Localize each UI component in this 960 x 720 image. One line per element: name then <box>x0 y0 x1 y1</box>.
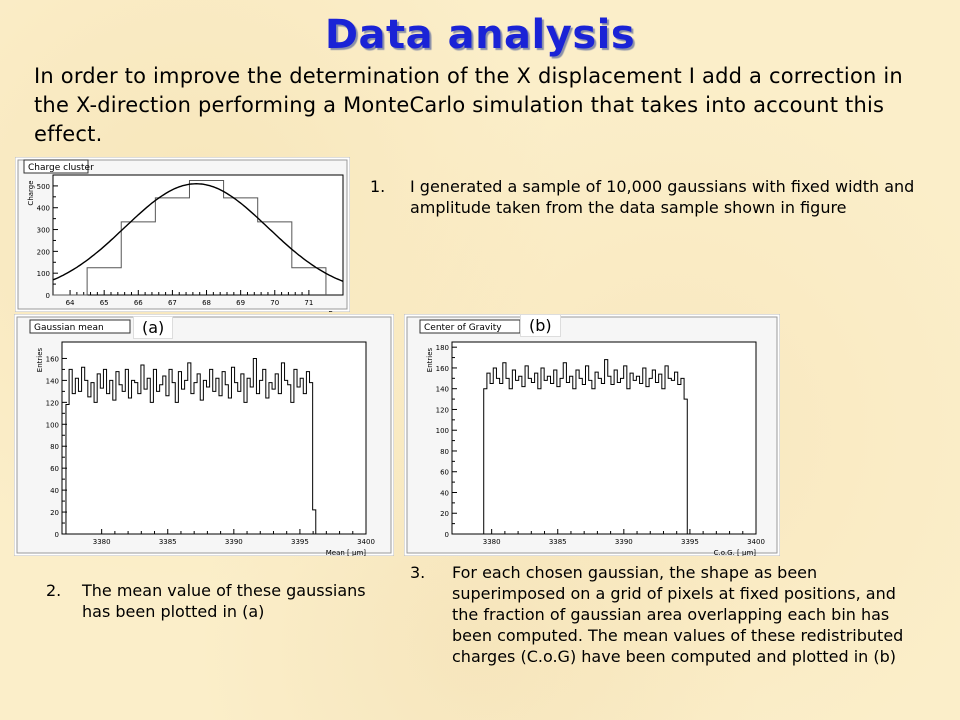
y-tick-label: 400 <box>37 205 50 213</box>
x-tick-label: 3400 <box>747 538 765 546</box>
y-axis-label: Entries <box>426 347 434 372</box>
note-2-number: 2. <box>46 581 62 600</box>
gaussian-mean-chart: Gaussian mean 0 20 40 60 80 100 120 140 160 3380 33… <box>14 314 394 556</box>
panel-title: Gaussian mean <box>34 323 104 333</box>
y-tick-label: 60 <box>440 469 449 477</box>
y-tick-label: 160 <box>46 355 59 363</box>
y-tick-label: 140 <box>436 386 449 394</box>
y-tick-label: 100 <box>46 421 59 429</box>
y-tick-label: 100 <box>37 270 50 278</box>
y-tick-label: 200 <box>37 248 50 256</box>
panel-title-box: Charge cluster <box>23 159 94 174</box>
note-3: 3. For each chosen gaussian, the shape a… <box>410 562 930 712</box>
histogram-steps <box>53 179 327 296</box>
y-tick-label: 180 <box>436 344 449 352</box>
x-axis-label: C.o.G. [ μm] <box>714 549 757 556</box>
note-1: 1. I generated a sample of 10,000 gaussi… <box>370 176 940 246</box>
intro-paragraph: In order to improve the determination of… <box>34 64 903 146</box>
note-1-number: 1. <box>370 177 386 196</box>
x-tick-label: 64 <box>66 299 75 307</box>
gaussian-fit-curve <box>52 182 344 282</box>
x-tick-label: 3395 <box>291 538 309 546</box>
y-tick-label: 300 <box>37 227 50 235</box>
x-tick-label: 3385 <box>159 538 177 546</box>
y-tick-label: 80 <box>440 448 449 456</box>
y-tick-label: 80 <box>50 443 59 451</box>
panel-title: Center of Gravity <box>424 323 502 333</box>
y-tick-label: 40 <box>440 489 449 497</box>
y-tick-label: 140 <box>46 377 59 385</box>
panel-title: Charge cluster <box>28 163 94 173</box>
y-tick-label: 20 <box>440 510 449 518</box>
x-axis-label: Mean [ μm] <box>326 549 367 556</box>
panel-title-border <box>29 319 131 334</box>
histogram-steps <box>483 359 688 534</box>
slide-title: Data analysis <box>324 12 636 58</box>
y-tick-label: 40 <box>50 487 59 495</box>
plot-area <box>52 174 344 296</box>
x-tick-label: 70 <box>270 299 279 307</box>
note-3-number: 3. <box>410 563 426 582</box>
note-3-text: For each chosen gaussian, the shape as b… <box>452 563 904 666</box>
plot-area <box>451 341 757 535</box>
x-tick-label: 3395 <box>681 538 699 546</box>
y-tick-label: 500 <box>37 183 50 191</box>
y-tick-label: 0 <box>46 292 50 300</box>
note-2-text: The mean value of these gaussians has be… <box>82 581 366 621</box>
y-tick-label: 120 <box>436 406 449 414</box>
figure-tag-a: (a) <box>133 316 174 339</box>
y-axis-label: Charge <box>27 180 35 205</box>
y-tick-label: 160 <box>436 365 449 373</box>
y-tick-label: 0 <box>445 531 449 539</box>
center-of-gravity-chart: Center of Gravity 0 20 40 60 80 100 120 140 160 18… <box>404 314 780 556</box>
x-tick-label: 3400 <box>357 538 375 546</box>
x-tick-label: 65 <box>100 299 109 307</box>
panel-title-box: Center of Gravity <box>419 319 521 334</box>
figure-tag-b: (b) <box>520 314 561 337</box>
x-tick-label: 66 <box>134 299 143 307</box>
x-tick-label: 69 <box>236 299 245 307</box>
plot-area <box>61 341 367 535</box>
x-tick-label: 71 <box>304 299 313 307</box>
y-tick-label: 60 <box>50 465 59 473</box>
x-axis-label: Row <box>328 310 343 312</box>
y-tick-label: 120 <box>46 399 59 407</box>
note-1-text: I generated a sample of 10,000 gaussians… <box>410 177 915 217</box>
x-tick-label: 3385 <box>549 538 567 546</box>
charge-cluster-chart: Charge cluster 0 100 200 300 400 500 64 65 66 67 68… <box>15 157 350 312</box>
x-tick-label: 3390 <box>225 538 243 546</box>
x-tick-label: 67 <box>168 299 177 307</box>
note-2: 2. The mean value of these gaussians has… <box>46 580 376 660</box>
y-tick-label: 20 <box>50 509 59 517</box>
x-tick-label: 3380 <box>483 538 501 546</box>
x-tick-label: 68 <box>202 299 211 307</box>
y-tick-label: 100 <box>436 427 449 435</box>
y-axis-label: Entries <box>36 347 44 372</box>
panel-title-box: Gaussian mean <box>29 319 131 334</box>
panel-title-border <box>23 159 89 174</box>
x-tick-label: 3390 <box>615 538 633 546</box>
histogram-steps <box>65 357 317 534</box>
x-tick-label: 3380 <box>93 538 111 546</box>
y-tick-label: 0 <box>55 531 59 539</box>
